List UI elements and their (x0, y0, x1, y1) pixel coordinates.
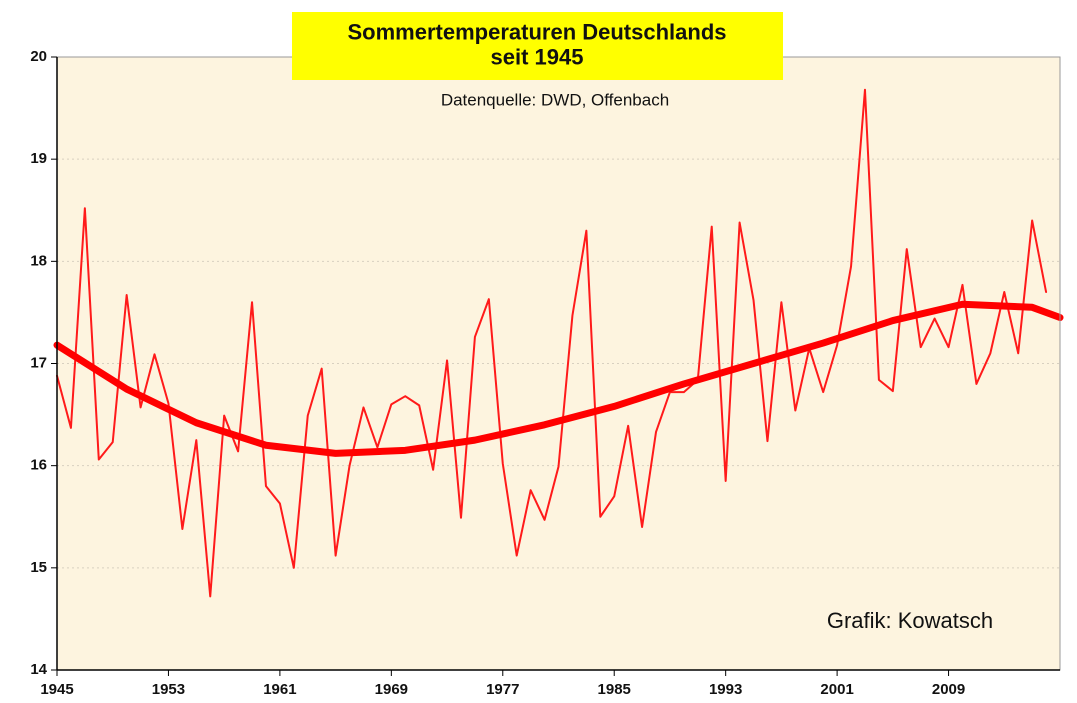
x-tick-label: 1945 (40, 681, 73, 698)
x-tick-label: 2001 (820, 681, 853, 698)
x-tick-label: 1985 (598, 681, 631, 698)
x-tick-label: 1953 (152, 681, 185, 698)
x-tick-label: 1993 (709, 681, 742, 698)
subtitle: Datenquelle: DWD, Offenbach (441, 90, 669, 109)
y-tick-label: 19 (30, 150, 47, 167)
y-tick-label: 17 (30, 354, 47, 371)
x-tick-label: 2009 (932, 681, 965, 698)
y-tick-label: 20 (30, 48, 47, 65)
lines (53, 88, 1064, 598)
chart-title: Sommertemperaturen Deutschlands seit 1945 (348, 19, 727, 69)
x-tick-label: 1961 (263, 681, 296, 698)
annotation: Grafik: Kowatsch (827, 608, 993, 633)
axes: 14 15 16 17 18 19 20 1945 1953 1961 1969 1977 1985 19… (30, 48, 1060, 698)
x-tick-label: 1977 (486, 681, 519, 698)
y-tick-label: 18 (30, 252, 47, 269)
x-tick-label: 1969 (375, 681, 408, 698)
title-box (292, 12, 783, 80)
y-tick-label: 16 (30, 457, 47, 474)
y-tick-label: 14 (30, 661, 47, 678)
series-line (53, 300, 1064, 457)
y-tick-label: 15 (30, 559, 47, 576)
series-line (56, 88, 1048, 598)
